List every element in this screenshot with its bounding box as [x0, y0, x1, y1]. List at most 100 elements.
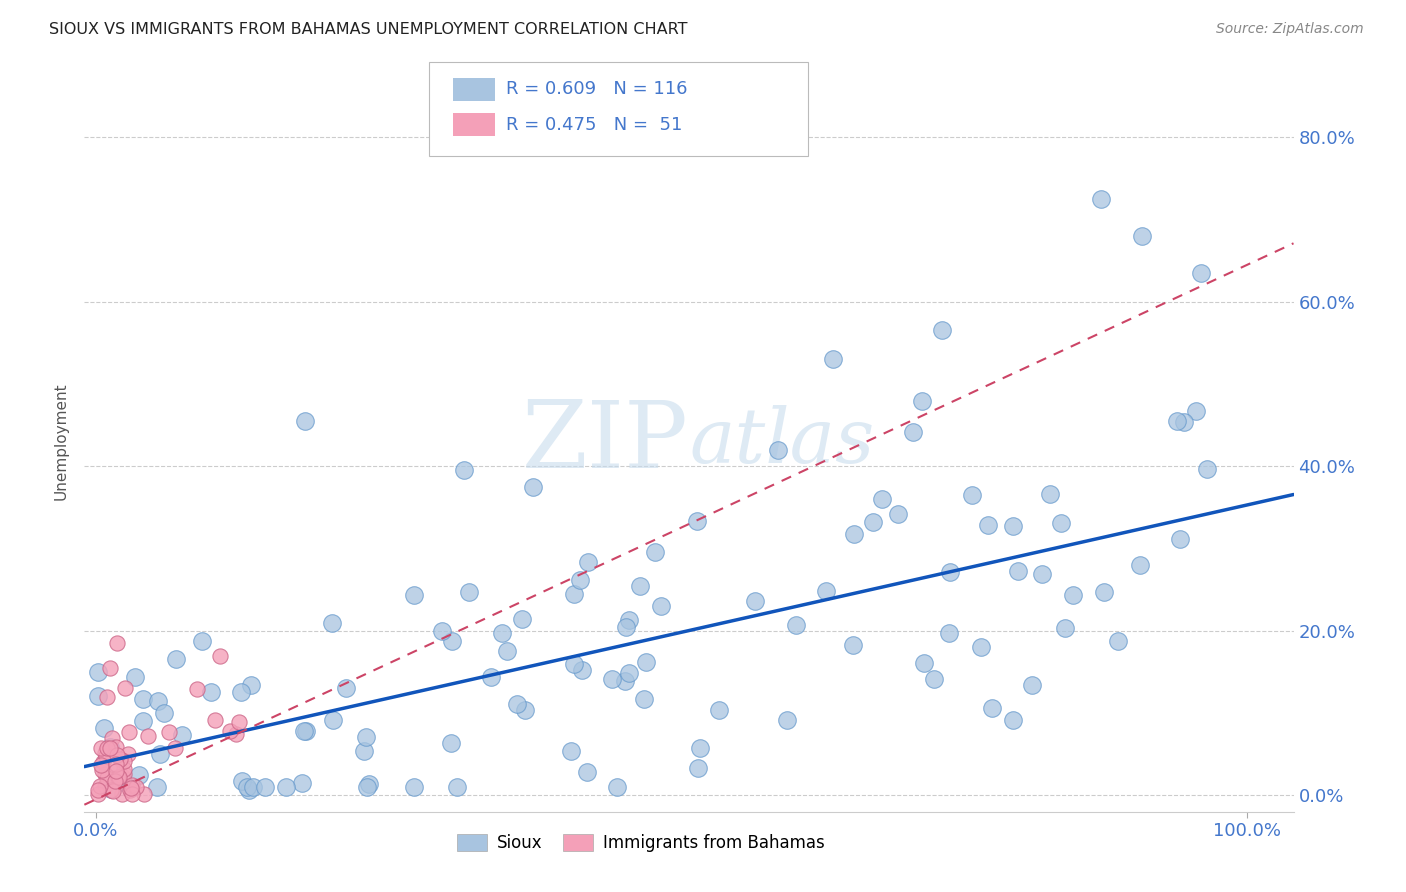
Point [686, 761, 709, 775]
Point [744, 594, 766, 608]
Text: R = 0.475   N =  51: R = 0.475 N = 51 [506, 116, 682, 134]
Point [600, 672, 623, 686]
Point [149, 747, 172, 761]
Point [617, 613, 640, 627]
Point [96, 740, 118, 755]
Point [94, 746, 117, 760]
Point [114, 762, 136, 776]
Point [121, 787, 143, 801]
Point [322, 713, 344, 727]
Point [842, 638, 865, 652]
Point [522, 480, 544, 494]
Point [560, 744, 582, 758]
Point [105, 636, 128, 650]
Point [1129, 558, 1152, 573]
Point [186, 682, 208, 697]
Point [1173, 415, 1195, 429]
Point [1130, 228, 1153, 243]
Point [353, 744, 375, 758]
Point [571, 663, 593, 677]
Point [1185, 404, 1208, 418]
Point [170, 728, 193, 742]
Point [105, 756, 128, 771]
Point [117, 747, 139, 762]
Point [93, 780, 115, 794]
Point [108, 770, 131, 784]
Point [1031, 567, 1053, 582]
Point [108, 752, 131, 766]
Point [578, 555, 600, 569]
Point [238, 783, 260, 797]
Point [91, 755, 114, 769]
Text: atlas: atlas [689, 405, 875, 478]
Point [562, 586, 585, 600]
Point [440, 736, 463, 750]
Point [120, 782, 142, 797]
Point [886, 507, 908, 521]
Text: R = 0.609   N = 116: R = 0.609 N = 116 [506, 80, 688, 98]
Point [98, 740, 121, 755]
Point [619, 665, 641, 680]
Point [709, 703, 731, 717]
Point [100, 782, 122, 797]
Point [481, 670, 503, 684]
Point [208, 649, 231, 664]
Point [1021, 678, 1043, 692]
Point [200, 685, 222, 699]
Point [105, 739, 128, 754]
Point [844, 526, 866, 541]
Point [105, 747, 128, 762]
Point [785, 618, 807, 632]
Point [86, 665, 108, 679]
Point [98, 740, 121, 755]
Point [938, 626, 960, 640]
Point [575, 764, 598, 779]
Point [1039, 487, 1062, 501]
Point [291, 776, 314, 790]
Point [98, 661, 121, 675]
Point [96, 771, 118, 785]
Point [628, 579, 651, 593]
Point [1062, 588, 1084, 602]
Point [114, 681, 136, 696]
Point [402, 780, 425, 794]
Point [128, 768, 150, 782]
Point [87, 782, 110, 797]
Point [633, 692, 655, 706]
Point [121, 778, 143, 792]
Point [146, 780, 169, 794]
Point [821, 352, 844, 367]
Point [562, 657, 585, 672]
Point [924, 672, 946, 686]
Point [165, 652, 187, 666]
Point [90, 763, 112, 777]
Point [96, 690, 118, 704]
Point [357, 777, 380, 791]
Point [912, 656, 935, 670]
Point [292, 723, 315, 738]
Text: Source: ZipAtlas.com: Source: ZipAtlas.com [1216, 22, 1364, 37]
Point [634, 655, 657, 669]
Point [157, 724, 180, 739]
Point [136, 729, 159, 743]
Point [321, 615, 343, 630]
Point [276, 780, 298, 794]
Point [101, 731, 124, 745]
Point [644, 545, 666, 559]
Point [104, 774, 127, 789]
Point [1107, 633, 1129, 648]
Point [294, 414, 316, 428]
Point [1090, 192, 1112, 206]
Point [970, 640, 993, 654]
Point [491, 626, 513, 640]
Point [1001, 519, 1024, 533]
Point [613, 673, 636, 688]
Point [163, 741, 186, 756]
Point [231, 685, 253, 699]
Point [768, 442, 790, 457]
Point [496, 644, 519, 658]
Point [90, 758, 112, 772]
Point [404, 588, 426, 602]
Point [872, 492, 894, 507]
Point [506, 697, 529, 711]
